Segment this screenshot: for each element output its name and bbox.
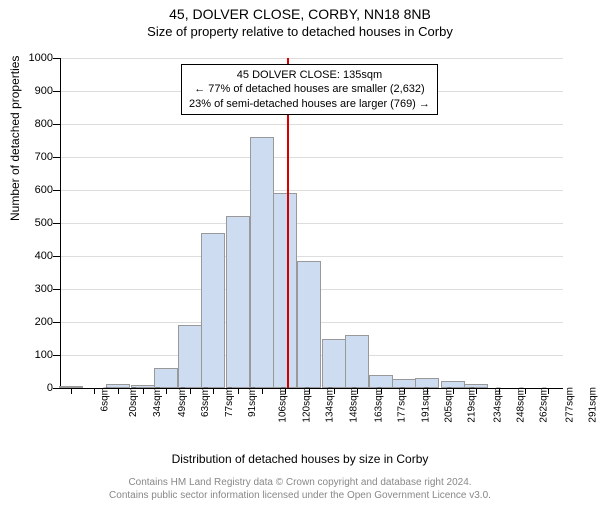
y-tick-label: 600 [17, 184, 53, 196]
y-tick-label: 300 [17, 283, 53, 295]
x-tick [548, 388, 549, 394]
x-tick [285, 388, 286, 394]
y-tick-label: 700 [17, 151, 53, 163]
y-tick-label: 200 [17, 316, 53, 328]
x-tick [262, 388, 263, 394]
y-tick [53, 322, 61, 323]
grid-line [61, 223, 563, 224]
x-tick-label: 163sqm [373, 387, 384, 423]
histogram-bar [297, 261, 321, 388]
histogram-bar [322, 339, 346, 389]
x-tick [476, 388, 477, 394]
y-tick-label: 100 [17, 349, 53, 361]
histogram-bar [345, 335, 369, 388]
y-tick-label: 400 [17, 250, 53, 262]
histogram-bar [201, 233, 225, 388]
footer-attribution: Contains HM Land Registry data © Crown c… [0, 477, 600, 502]
y-tick [53, 157, 61, 158]
chart-title: 45, DOLVER CLOSE, CORBY, NN18 8NB [0, 6, 600, 22]
x-tick-label: 6sqm [99, 387, 110, 411]
grid-line [61, 190, 563, 191]
y-tick-label: 500 [17, 217, 53, 229]
x-tick-label: 120sqm [301, 387, 312, 423]
info-line-1: 45 DOLVER CLOSE: 135sqm [189, 68, 430, 82]
x-tick-label: 63sqm [200, 387, 211, 417]
footer-line-1: Contains HM Land Registry data © Crown c… [0, 477, 600, 490]
chart-subtitle: Size of property relative to detached ho… [0, 24, 600, 39]
x-axis-label: Distribution of detached houses by size … [0, 452, 600, 466]
x-tick [309, 388, 310, 394]
x-tick [118, 388, 119, 394]
histogram-bar [226, 216, 250, 388]
info-line-2: ← 77% of detached houses are smaller (2,… [189, 82, 430, 96]
x-tick-label: 191sqm [420, 387, 431, 423]
y-tick [53, 388, 61, 389]
x-tick [334, 388, 335, 394]
chart-container: 45, DOLVER CLOSE, CORBY, NN18 8NB Size o… [0, 6, 600, 506]
x-tick-label: 291sqm [588, 387, 599, 423]
grid-line [61, 58, 563, 59]
x-tick [166, 388, 167, 394]
x-tick-label: 91sqm [247, 387, 258, 417]
y-tick [53, 190, 61, 191]
x-tick [143, 388, 144, 394]
x-tick-label: 277sqm [564, 387, 575, 423]
x-tick [404, 388, 405, 394]
plot-area: 010020030040050060070080090010006sqm20sq… [60, 58, 563, 389]
x-tick-label: 49sqm [177, 387, 188, 417]
y-tick-label: 800 [17, 118, 53, 130]
histogram-bar [250, 137, 274, 388]
grid-line [61, 157, 563, 158]
info-line-3: 23% of semi-detached houses are larger (… [189, 97, 430, 111]
x-tick [71, 388, 72, 394]
x-tick [213, 388, 214, 394]
histogram-bar [273, 193, 297, 388]
y-tick [53, 124, 61, 125]
x-tick [381, 388, 382, 394]
x-tick [525, 388, 526, 394]
grid-line [61, 124, 563, 125]
y-axis-label: Number of detached properties [8, 56, 22, 221]
y-tick [53, 58, 61, 59]
info-box: 45 DOLVER CLOSE: 135sqm ← 77% of detache… [181, 64, 438, 115]
histogram-bar [154, 368, 178, 388]
footer-line-2: Contains public sector information licen… [0, 490, 600, 503]
x-tick-label: 77sqm [224, 387, 235, 417]
x-tick [427, 388, 428, 394]
grid-line [61, 256, 563, 257]
x-tick-label: 20sqm [128, 387, 139, 417]
histogram-bar [178, 325, 202, 388]
x-tick [453, 388, 454, 394]
x-tick [190, 388, 191, 394]
x-tick-label: 106sqm [278, 387, 289, 423]
x-tick [238, 388, 239, 394]
x-tick [499, 388, 500, 394]
x-tick-label: 34sqm [152, 387, 163, 417]
y-tick-label: 0 [17, 382, 53, 394]
y-tick [53, 91, 61, 92]
y-tick [53, 355, 61, 356]
y-tick-label: 1000 [17, 52, 53, 64]
y-tick [53, 289, 61, 290]
x-tick [357, 388, 358, 394]
y-tick [53, 256, 61, 257]
y-tick-label: 900 [17, 85, 53, 97]
x-tick [94, 388, 95, 394]
x-tick-label: 177sqm [397, 387, 408, 423]
y-tick [53, 223, 61, 224]
x-tick-label: 234sqm [492, 387, 503, 423]
